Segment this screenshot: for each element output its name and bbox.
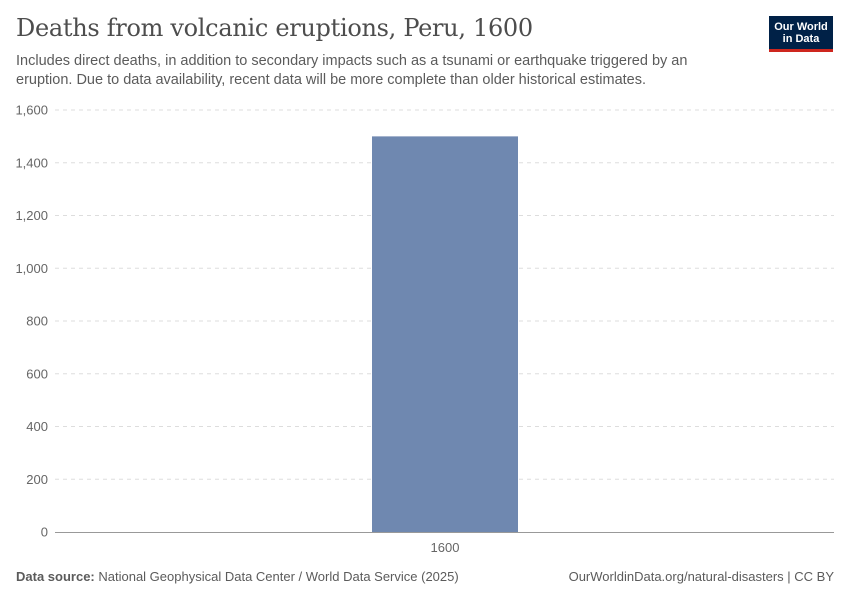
y-tick-label: 600 [26, 366, 48, 381]
data-source-text: National Geophysical Data Center / World… [98, 569, 459, 584]
y-tick-label: 1,200 [15, 208, 48, 223]
bar [372, 136, 518, 532]
chart-subtitle: Includes direct deaths, in addition to s… [16, 53, 688, 88]
source-link[interactable]: OurWorldinData.org/natural-disasters | C… [568, 569, 834, 584]
data-source-label: Data source: [16, 569, 95, 584]
data-source: Data source: National Geophysical Data C… [16, 569, 459, 584]
owid-logo[interactable]: Our World in Data [769, 16, 833, 52]
x-tick-label: 1600 [431, 540, 460, 555]
y-tick-label: 1,600 [15, 103, 48, 118]
chart-title: Deaths from volcanic eruptions, Peru, 16… [16, 14, 533, 42]
y-tick-label: 200 [26, 472, 48, 487]
footer: Data source: National Geophysical Data C… [16, 569, 834, 584]
logo-line-1: Our World [774, 20, 828, 33]
y-tick-label: 800 [26, 314, 48, 329]
y-tick-label: 0 [41, 525, 48, 540]
y-tick-label: 400 [26, 419, 48, 434]
logo-line-2: in Data [782, 32, 820, 45]
y-tick-label: 1,400 [15, 155, 48, 170]
y-tick-label: 1,000 [15, 261, 48, 276]
